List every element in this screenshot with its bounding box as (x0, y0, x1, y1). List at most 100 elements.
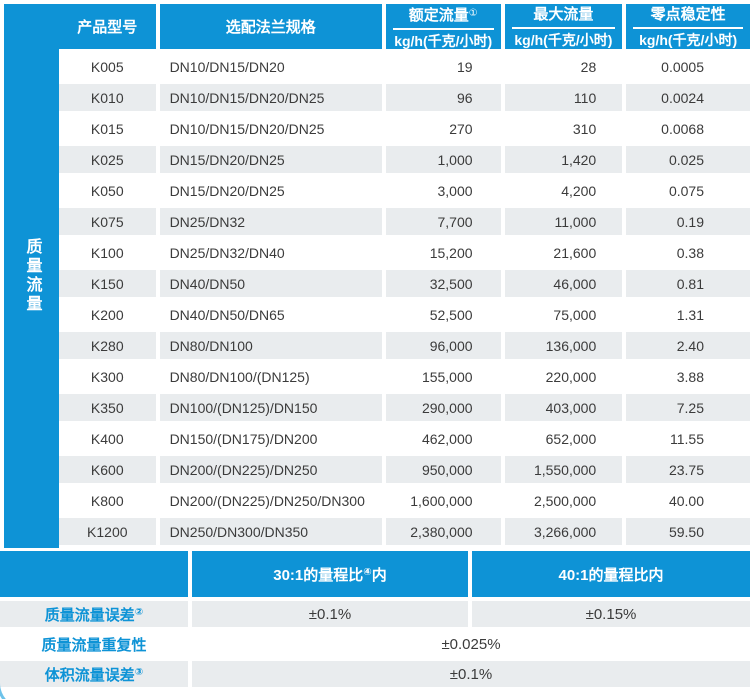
zero-stability-cell: 1.31 (626, 301, 750, 328)
flange-cell: DN25/DN32/DN40 (159, 239, 382, 266)
category-label: 质量流量 (23, 238, 41, 314)
mass-flow-error-40to1-value: ±0.15% (472, 601, 750, 627)
model-cell: K600 (59, 456, 156, 483)
flange-cell: DN40/DN50 (159, 270, 382, 297)
table-row: K015 DN10/DN15/DN20/DN25 270 310 0.0068 (59, 115, 750, 142)
max-flow-cell: 46,000 (504, 270, 623, 297)
zero-stability-cell: 7.25 (626, 394, 750, 421)
rated-flow-cell: 1,000 (385, 146, 501, 173)
turndown-header-row: 30:1的量程比④内 40:1的量程比内 (0, 551, 750, 597)
volume-flow-error-label: 体积流量误差③ (0, 661, 188, 687)
model-cell: K280 (59, 332, 156, 359)
max-flow-cell: 136,000 (504, 332, 623, 359)
zero-stability-cell: 23.75 (626, 456, 750, 483)
max-flow-cell: 21,600 (504, 239, 623, 266)
mass-flow-error-30to1-value: ±0.1% (192, 601, 468, 627)
table-row: K025 DN15/DN20/DN25 1,000 1,420 0.025 (59, 146, 750, 173)
rated-flow-cell: 950,000 (385, 456, 501, 483)
model-cell: K100 (59, 239, 156, 266)
rated-flow-cell: 155,000 (385, 363, 501, 390)
rated-flow-cell: 7,700 (385, 208, 501, 235)
max-flow-cell: 1,420 (504, 146, 623, 173)
zero-stability-cell: 0.38 (626, 239, 750, 266)
flange-cell: DN200/(DN225)/DN250/DN300 (159, 487, 382, 514)
table-row: K600 DN200/(DN225)/DN250 950,000 1,550,0… (59, 456, 750, 483)
model-cell: K025 (59, 146, 156, 173)
model-cell: K300 (59, 363, 156, 390)
max-flow-cell: 403,000 (504, 394, 623, 421)
rated-flow-cell: 462,000 (385, 425, 501, 452)
footnote-4-marker: ④ (363, 566, 372, 578)
col-header-max-flow: 最大流量 kg/h(千克/小时) (504, 4, 623, 49)
flange-cell: DN15/DN20/DN25 (159, 177, 382, 204)
volume-flow-error-value: ±0.1% (192, 661, 750, 687)
rated-flow-cell: 52,500 (385, 301, 501, 328)
max-flow-cell: 28 (504, 53, 623, 80)
footnote-3-marker: ③ (134, 666, 144, 678)
spec-table: 产品型号 选配法兰规格 额定流量① kg/h(千克/小时) 最大流量 kg/h(… (55, 0, 750, 549)
rated-flow-unit: kg/h(千克/小时) (394, 33, 493, 49)
flange-cell: DN10/DN15/DN20/DN25 (159, 84, 382, 111)
table-row: K200 DN40/DN50/DN65 52,500 75,000 1.31 (59, 301, 750, 328)
max-flow-unit: kg/h(千克/小时) (514, 32, 613, 48)
max-flow-cell: 110 (504, 84, 623, 111)
volume-flow-error-row: 体积流量误差③ ±0.1% (0, 661, 750, 687)
flange-cell: DN15/DN20/DN25 (159, 146, 382, 173)
table-row: K150 DN40/DN50 32,500 46,000 0.81 (59, 270, 750, 297)
table-row: K300 DN80/DN100/(DN125) 155,000 220,000 … (59, 363, 750, 390)
max-flow-cell: 220,000 (504, 363, 623, 390)
turndown-header-spacer (0, 551, 188, 597)
rated-flow-cell: 2,380,000 (385, 518, 501, 545)
model-cell: K800 (59, 487, 156, 514)
flange-cell: DN80/DN100/(DN125) (159, 363, 382, 390)
spec-table-header: 产品型号 选配法兰规格 额定流量① kg/h(千克/小时) 最大流量 kg/h(… (59, 4, 750, 49)
max-flow-cell: 11,000 (504, 208, 623, 235)
rated-flow-cell: 96 (385, 84, 501, 111)
zero-stability-cell: 0.0005 (626, 53, 750, 80)
zero-stability-cell: 0.075 (626, 177, 750, 204)
rated-flow-cell: 15,200 (385, 239, 501, 266)
zero-stability-cell: 0.19 (626, 208, 750, 235)
col-header-rated-flow: 额定流量① kg/h(千克/小时) (385, 4, 501, 49)
model-cell: K150 (59, 270, 156, 297)
col-header-flange: 选配法兰规格 (159, 4, 382, 49)
rated-flow-cell: 3,000 (385, 177, 501, 204)
max-flow-cell: 2,500,000 (504, 487, 623, 514)
flange-cell: DN10/DN15/DN20 (159, 53, 382, 80)
zero-stability-cell: 0.0068 (626, 115, 750, 142)
max-flow-cell: 75,000 (504, 301, 623, 328)
flange-cell: DN100/(DN125)/DN150 (159, 394, 382, 421)
table-row: K100 DN25/DN32/DN40 15,200 21,600 0.38 (59, 239, 750, 266)
zero-stability-cell: 0.0024 (626, 84, 750, 111)
max-flow-cell: 3,266,000 (504, 518, 623, 545)
footnote-1-marker: ① (468, 8, 478, 19)
turndown-30to1-header: 30:1的量程比④内 (192, 551, 468, 597)
table-row: K280 DN80/DN100 96,000 136,000 2.40 (59, 332, 750, 359)
table-row: K800 DN200/(DN225)/DN250/DN300 1,600,000… (59, 487, 750, 514)
table-row: K1200 DN250/DN300/DN350 2,380,000 3,266,… (59, 518, 750, 545)
rated-flow-cell: 270 (385, 115, 501, 142)
flange-cell: DN250/DN300/DN350 (159, 518, 382, 545)
model-cell: K1200 (59, 518, 156, 545)
rated-flow-cell: 1,600,000 (385, 487, 501, 514)
spec-table-body: K005 DN10/DN15/DN20 19 28 0.0005 K010 DN… (59, 53, 750, 545)
category-sidebar: 质量流量 (4, 4, 59, 548)
zero-stability-cell: 0.81 (626, 270, 750, 297)
max-flow-cell: 1,550,000 (504, 456, 623, 483)
corner-decoration (0, 673, 147, 699)
mass-flow-error-label: 质量流量误差② (0, 601, 188, 627)
rated-flow-cell: 290,000 (385, 394, 501, 421)
zero-stability-cell: 2.40 (626, 332, 750, 359)
table-row: K075 DN25/DN32 7,700 11,000 0.19 (59, 208, 750, 235)
flange-cell: DN10/DN15/DN20/DN25 (159, 115, 382, 142)
model-cell: K200 (59, 301, 156, 328)
model-cell: K075 (59, 208, 156, 235)
table-row: K400 DN150/(DN175)/DN200 462,000 652,000… (59, 425, 750, 452)
table-row: K050 DN15/DN20/DN25 3,000 4,200 0.075 (59, 177, 750, 204)
mass-flow-repeatability-row: 质量流量重复性 ±0.025% (0, 631, 750, 657)
model-cell: K010 (59, 84, 156, 111)
flange-cell: DN40/DN50/DN65 (159, 301, 382, 328)
model-cell: K400 (59, 425, 156, 452)
table-row: K010 DN10/DN15/DN20/DN25 96 110 0.0024 (59, 84, 750, 111)
turndown-40to1-header: 40:1的量程比内 (472, 551, 750, 597)
